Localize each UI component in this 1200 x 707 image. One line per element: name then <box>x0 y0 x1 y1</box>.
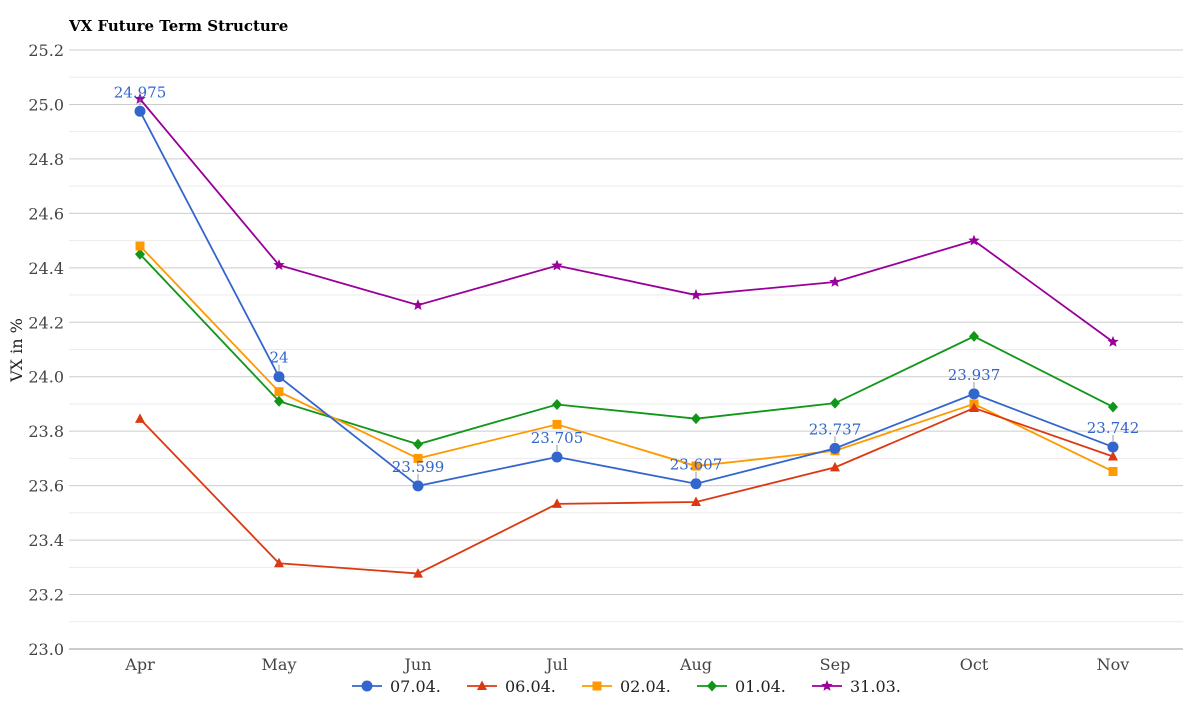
grid-layer <box>69 49 1183 650</box>
data-point[interactable] <box>274 557 284 568</box>
legend-item[interactable]: 01.04. <box>697 677 786 696</box>
series-31-03 <box>134 93 1119 347</box>
y-tick-label: 24.2 <box>28 313 64 332</box>
legend-label: 07.04. <box>390 677 441 696</box>
series-06-04 <box>135 402 1118 578</box>
data-point[interactable] <box>273 259 285 270</box>
data-point[interactable] <box>413 568 423 578</box>
y-tick-label: 23.2 <box>28 586 64 605</box>
legend-marker[interactable] <box>821 680 833 691</box>
data-point[interactable] <box>968 234 980 246</box>
legend-item[interactable]: 06.04. <box>467 677 556 696</box>
data-label: 23.607 <box>670 456 723 474</box>
y-tick-label: 25.2 <box>28 41 64 60</box>
data-point[interactable] <box>830 397 840 409</box>
legend-label: 02.04. <box>620 677 671 696</box>
series-line <box>139 245 1114 473</box>
data-point[interactable] <box>829 275 841 287</box>
legend-marker[interactable] <box>592 681 602 691</box>
data-point[interactable] <box>273 371 285 383</box>
y-tick-label: 24.6 <box>28 204 64 223</box>
data-point[interactable] <box>968 388 980 400</box>
data-point[interactable] <box>551 259 563 271</box>
y-tick-label: 23.8 <box>28 422 64 441</box>
data-label: 23.599 <box>392 458 445 476</box>
legend-marker[interactable] <box>477 680 487 691</box>
legend-label: 31.03. <box>850 677 901 696</box>
data-label: 23.737 <box>809 420 862 438</box>
legend-label: 06.04. <box>505 677 556 696</box>
data-label: 24.975 <box>114 83 167 101</box>
y-tick-label: 24.8 <box>28 150 64 169</box>
y-tick-label: 23.4 <box>28 531 64 550</box>
x-tick-label: Sep <box>820 655 851 674</box>
data-point[interactable] <box>1107 441 1119 453</box>
legend-marker[interactable] <box>361 680 373 692</box>
series-line <box>139 407 1114 575</box>
y-tick-label: 24.0 <box>28 368 64 387</box>
data-point[interactable] <box>274 387 284 397</box>
data-point[interactable] <box>830 461 840 472</box>
data-point[interactable] <box>135 413 145 423</box>
data-point[interactable] <box>135 241 145 251</box>
data-point[interactable] <box>412 299 424 310</box>
data-point[interactable] <box>413 438 423 450</box>
data-point[interactable] <box>691 461 701 471</box>
data-point[interactable] <box>969 330 979 342</box>
series-layer <box>134 93 1119 578</box>
data-point[interactable] <box>691 413 701 425</box>
x-tick-label: May <box>262 655 297 674</box>
data-label: 23.937 <box>948 366 1001 384</box>
data-label: 24 <box>269 349 288 367</box>
y-tick-label: 24.4 <box>28 259 64 278</box>
data-label-layer: 24.975 24 23.599 23.705 23.607 23.737 23.937 23… <box>114 83 1140 480</box>
y-tick-label: 23.6 <box>28 477 64 496</box>
data-point[interactable] <box>969 402 979 413</box>
legend-item[interactable]: 02.04. <box>582 677 671 696</box>
data-point[interactable] <box>829 442 841 454</box>
x-tick-label: Nov <box>1097 655 1130 674</box>
series-07-04 <box>134 105 1119 492</box>
data-point[interactable] <box>134 93 146 104</box>
y-axis-label: VX in % <box>7 318 26 383</box>
data-point[interactable] <box>1107 335 1119 347</box>
y-tick-label: 23.0 <box>28 640 64 659</box>
data-point[interactable] <box>135 248 145 260</box>
series-line <box>139 110 1114 487</box>
data-point[interactable] <box>551 451 563 463</box>
x-tick-label: Aug <box>679 655 712 674</box>
legend[interactable]: 07.04. 06.04. 02.04. 01.04. 31.03. <box>352 677 901 696</box>
data-point[interactable] <box>691 496 701 506</box>
data-point[interactable] <box>1108 466 1118 476</box>
data-point[interactable] <box>413 453 423 463</box>
data-point[interactable] <box>690 289 702 300</box>
data-point[interactable] <box>1108 401 1118 413</box>
x-tick-label: Apr <box>124 655 155 674</box>
chart-title: VX Future Term Structure <box>68 17 288 35</box>
legend-label: 01.04. <box>735 677 786 696</box>
data-point[interactable] <box>412 480 424 492</box>
data-point[interactable] <box>274 395 284 407</box>
series-line <box>139 98 1114 343</box>
data-point[interactable] <box>134 105 146 117</box>
series-01-04 <box>135 248 1118 450</box>
legend-item[interactable]: 31.03. <box>812 677 901 696</box>
data-point[interactable] <box>690 478 702 490</box>
legend-item[interactable]: 07.04. <box>352 677 441 696</box>
y-tick-label: 25.0 <box>28 95 64 114</box>
data-label: 23.742 <box>1087 419 1140 437</box>
series-line <box>139 253 1114 446</box>
x-tick-label: Jul <box>544 655 568 674</box>
legend-marker[interactable] <box>707 680 717 692</box>
data-point[interactable] <box>552 419 562 429</box>
data-point[interactable] <box>1108 451 1118 461</box>
data-point[interactable] <box>552 498 562 508</box>
data-label: 23.705 <box>531 429 584 447</box>
x-tick-label: Oct <box>960 655 989 674</box>
x-tick-label: Jun <box>402 655 431 674</box>
axis-layer: 23.0 23.2 23.4 23.6 23.8 24.0 24.2 24.4 24.6 24.8… <box>28 41 1129 674</box>
data-point[interactable] <box>552 398 562 410</box>
